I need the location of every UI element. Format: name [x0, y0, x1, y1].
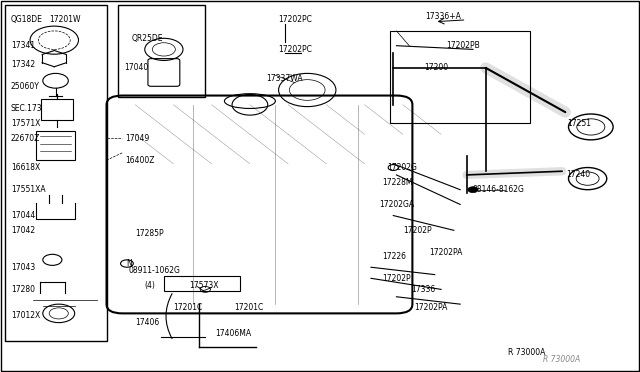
Text: 17202GA: 17202GA [380, 200, 414, 209]
Text: QR25DE: QR25DE [132, 34, 163, 43]
Text: 16400Z: 16400Z [125, 155, 155, 165]
Text: 22670Z: 22670Z [11, 134, 40, 142]
Text: 08146-8162G: 08146-8162G [473, 185, 525, 194]
Text: 17043: 17043 [11, 263, 35, 272]
Text: 17202PC: 17202PC [278, 45, 312, 54]
Text: 17342: 17342 [11, 60, 35, 69]
Text: 17044: 17044 [11, 211, 35, 220]
Text: 17202P: 17202P [383, 274, 411, 283]
Text: 17571X: 17571X [11, 119, 40, 128]
Text: 17012X: 17012X [11, 311, 40, 320]
Text: 17226: 17226 [383, 251, 406, 261]
Text: 17202PA: 17202PA [414, 303, 448, 312]
Text: 17202PC: 17202PC [278, 15, 312, 24]
Text: (4): (4) [145, 281, 156, 290]
Text: 17406: 17406 [135, 318, 159, 327]
Text: 17280: 17280 [11, 285, 35, 294]
Text: 17240: 17240 [566, 170, 590, 179]
Text: SEC.173: SEC.173 [11, 104, 43, 113]
Text: 17040: 17040 [124, 63, 148, 72]
Text: 17202PA: 17202PA [429, 248, 463, 257]
Text: R 73000A: R 73000A [508, 348, 545, 357]
Text: 17406MA: 17406MA [215, 329, 251, 338]
Text: 17573X: 17573X [189, 281, 219, 290]
Text: 17201C: 17201C [173, 303, 203, 312]
Circle shape [468, 187, 478, 193]
Text: 17202P: 17202P [403, 226, 431, 235]
Text: 17202PB: 17202PB [446, 41, 480, 50]
Text: 17336: 17336 [411, 285, 435, 294]
Text: 17049: 17049 [125, 134, 150, 142]
Text: 17251: 17251 [567, 119, 591, 128]
Text: 17201C: 17201C [234, 303, 263, 312]
Text: N: N [126, 259, 132, 268]
Text: 17337WA: 17337WA [266, 74, 303, 83]
Text: 16618X: 16618X [11, 163, 40, 172]
Text: 17228M: 17228M [383, 178, 413, 187]
Text: 17285P: 17285P [135, 230, 164, 238]
Text: 17551XA: 17551XA [11, 185, 45, 194]
Text: 17200: 17200 [424, 63, 448, 72]
Text: 25060Y: 25060Y [11, 82, 40, 91]
Text: 17042: 17042 [11, 226, 35, 235]
Text: 17202G: 17202G [387, 163, 417, 172]
Text: R 73000A: R 73000A [543, 355, 580, 364]
Text: 17201W: 17201W [49, 15, 81, 24]
Text: 17336+A: 17336+A [425, 12, 461, 21]
Text: 08911-1062G: 08911-1062G [129, 266, 180, 275]
Text: 17341: 17341 [11, 41, 35, 50]
Text: QG18DE: QG18DE [11, 15, 43, 24]
